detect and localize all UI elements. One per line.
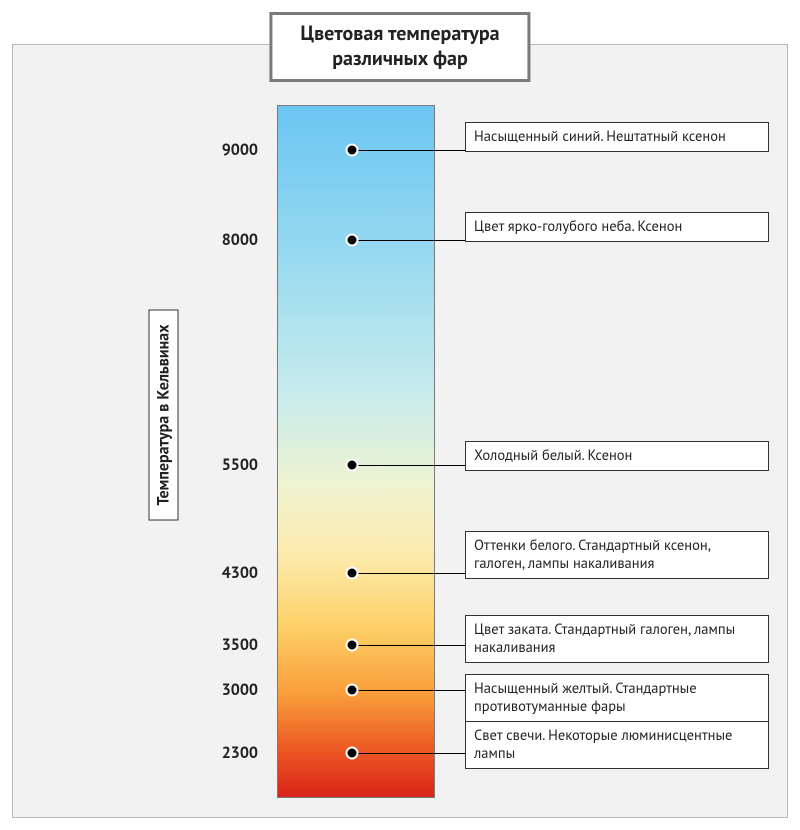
- leader-3500: [352, 645, 465, 646]
- desc-3500: Цвет заката. Стандартный галоген, лампы …: [465, 615, 769, 663]
- title-line-2: различных фар: [300, 46, 499, 71]
- desc-8000: Цвет ярко-голубого неба. Ксенон: [465, 212, 769, 242]
- leader-8000: [352, 240, 465, 241]
- tick-5500: 5500: [222, 455, 258, 475]
- marker-5500: [346, 459, 359, 472]
- tick-2300: 2300: [222, 743, 258, 763]
- leader-2300: [352, 753, 465, 754]
- leader-4300: [352, 573, 465, 574]
- tick-9000: 9000: [222, 140, 258, 160]
- marker-2300: [346, 747, 359, 760]
- title-line-1: Цветовая температура: [300, 21, 499, 46]
- tick-3000: 3000: [222, 680, 258, 700]
- tick-4300: 4300: [222, 563, 258, 583]
- tick-8000: 8000: [222, 230, 258, 250]
- desc-5500: Холодный белый. Ксенон: [465, 441, 769, 471]
- chart-title: Цветовая температура различных фар: [269, 12, 530, 82]
- marker-8000: [346, 234, 359, 247]
- marker-3000: [346, 684, 359, 697]
- desc-4300: Оттенки белого. Стандартный ксенон, гало…: [465, 531, 769, 579]
- leader-3000: [352, 690, 465, 691]
- desc-2300: Свет свечи. Некоторые люминисцентные лам…: [465, 721, 769, 769]
- tick-3500: 3500: [222, 635, 258, 655]
- desc-9000: Насыщенный синий. Нештатный ксенон: [465, 122, 769, 152]
- leader-9000: [352, 150, 465, 151]
- y-axis-label: Температура в Кельвинах: [149, 309, 179, 520]
- desc-3000: Насыщенный желтый. Стандартные противоту…: [465, 674, 769, 722]
- leader-5500: [352, 465, 465, 466]
- marker-3500: [346, 639, 359, 652]
- marker-4300: [346, 567, 359, 580]
- marker-9000: [346, 144, 359, 157]
